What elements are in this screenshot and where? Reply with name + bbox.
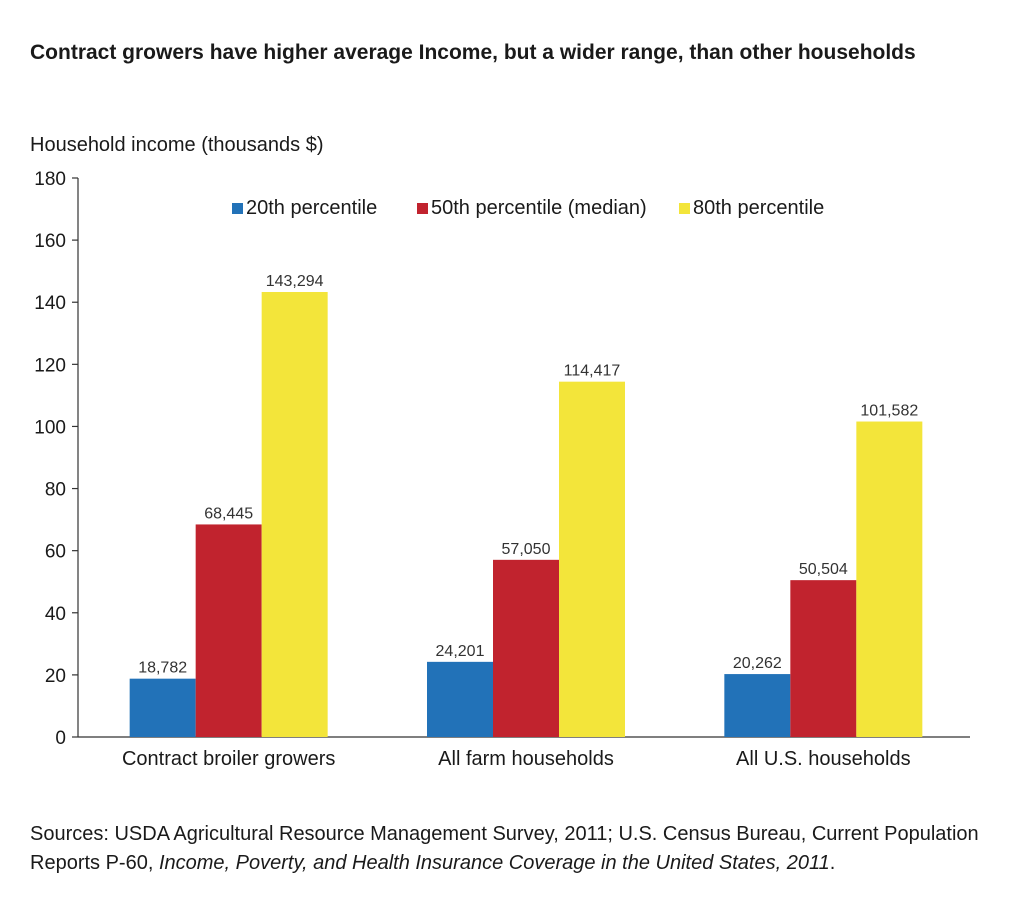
y-axis-label: Household income (thousands $): [30, 134, 324, 156]
bar-value-label: 24,201: [436, 643, 485, 660]
bar-value-label: 114,417: [564, 363, 621, 380]
bar-value-label: 68,445: [204, 505, 253, 522]
bar: [724, 674, 791, 737]
bar: [129, 678, 196, 737]
bar-value-label: 50,504: [799, 561, 848, 578]
bar: [790, 580, 857, 737]
y-tick-label: 160: [34, 231, 66, 252]
bar-value-label: 57,050: [502, 541, 551, 558]
y-tick-label: 80: [45, 480, 66, 501]
sources-note: Sources: USDA Agricultural Resource Mana…: [30, 820, 990, 878]
bar-chart: 0 20 40 60 80 100 120 140 160 180 18,782 68,445 143,…: [34, 169, 970, 770]
chart-title: Contract growers have higher average Inc…: [30, 41, 916, 64]
legend-swatch: [232, 203, 243, 214]
legend-swatch: [417, 203, 428, 214]
y-tick-label: 120: [34, 355, 66, 376]
legend-label: 80th percentile: [693, 197, 824, 219]
y-tick-label: 100: [34, 417, 66, 438]
sources-report-title: Income, Poverty, and Health Insurance Co…: [158, 852, 830, 874]
legend-label: 50th percentile (median): [431, 197, 647, 219]
bar-value-label: 143,294: [266, 273, 324, 290]
x-tick-label: Contract broiler growers: [122, 748, 335, 770]
legend-swatch: [679, 203, 690, 214]
bar-value-label: 20,262: [733, 655, 782, 672]
bar-value-label: 18,782: [138, 660, 187, 677]
bar: [427, 661, 493, 737]
y-tick-label: 40: [45, 604, 66, 625]
bar: [493, 559, 559, 737]
y-tick-label: 60: [45, 542, 66, 563]
bar-value-label: 101,582: [860, 403, 918, 420]
legend-label: 20th percentile: [246, 197, 377, 219]
x-tick-label: All farm households: [438, 748, 614, 770]
sources-end: .: [829, 852, 836, 874]
y-tick-label: 20: [45, 666, 66, 687]
x-tick-label: All U.S. households: [736, 748, 911, 770]
bar: [559, 381, 625, 737]
sources-text: Sources: USDA Agricultural Resource Mana…: [30, 823, 979, 874]
bar: [261, 291, 328, 737]
y-tick-label: 180: [34, 169, 66, 190]
bar: [856, 421, 923, 737]
bar: [195, 524, 262, 737]
y-tick-label: 140: [34, 293, 66, 314]
y-tick-label: 0: [55, 728, 66, 749]
